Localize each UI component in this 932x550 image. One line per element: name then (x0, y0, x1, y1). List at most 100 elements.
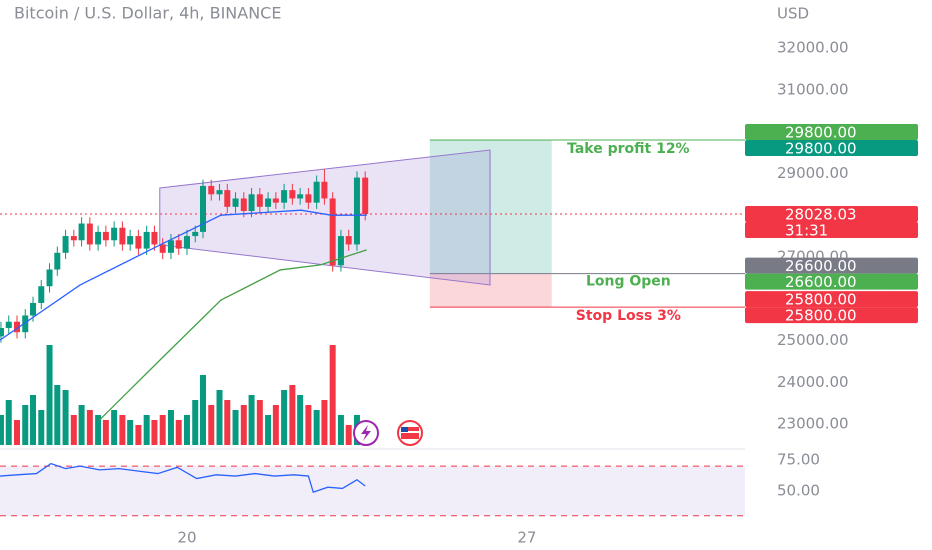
price-tag-label: 26600.00 (785, 273, 857, 291)
indicator-icons[interactable] (353, 420, 423, 446)
candle-body (5, 321, 12, 329)
candle-body (22, 315, 29, 333)
candle-body (86, 223, 93, 245)
volume-bar (151, 420, 158, 445)
icon (361, 425, 371, 441)
volume-bar (281, 390, 288, 445)
candle-body (151, 231, 158, 245)
candle-body (38, 286, 45, 303)
candle-body (321, 181, 328, 199)
wedge-pattern (159, 149, 491, 286)
candle-body (362, 177, 369, 215)
candle-body (353, 177, 360, 245)
candle-body (0, 328, 4, 337)
price-tag (745, 206, 918, 223)
volume-bar (305, 405, 312, 445)
moving-average (0, 209, 367, 341)
candle-body (337, 236, 344, 266)
volume-bar (345, 425, 352, 445)
rsi-tick-label: 50.00 (777, 481, 820, 499)
y-tick-label: 24000.00 (777, 373, 849, 391)
currency-label: USD (777, 5, 809, 23)
rsi-tick-label: 75.00 (777, 450, 820, 468)
volume-bar (208, 405, 215, 445)
volume-bar (200, 375, 207, 445)
price-tag-label: 26600.00 (785, 257, 857, 275)
candle-body (175, 240, 182, 249)
price-tag-label: 25800.00 (785, 307, 857, 325)
candle-body (192, 231, 199, 237)
candle-body (30, 302, 37, 316)
candle-body (200, 185, 207, 232)
stop-loss-zone (429, 273, 552, 308)
price-tag-label: 29800.00 (785, 123, 857, 141)
volume-bar (321, 400, 328, 445)
volume-bar (183, 415, 190, 445)
candle-body (265, 198, 272, 207)
volume-bar (0, 415, 4, 445)
price-tag (745, 273, 918, 290)
volume-bar (256, 400, 263, 445)
volume-bar (111, 410, 118, 445)
candle-body (127, 236, 134, 245)
volume-bar (143, 415, 150, 445)
entry-label: Long Open (586, 274, 671, 290)
volume-bar (192, 400, 199, 445)
volume-bar (102, 420, 109, 445)
volume-bar (159, 415, 166, 445)
candle-body (216, 190, 223, 195)
take-profit-zone (429, 139, 552, 274)
volume-bar (127, 420, 134, 445)
volume-bar (135, 425, 142, 445)
rsi-band (0, 466, 745, 516)
candle-body (119, 227, 126, 245)
volume-bar (167, 410, 174, 445)
price-tag (745, 291, 918, 308)
volume-bar (313, 410, 320, 445)
candle-body (224, 190, 231, 207)
volume-bar (248, 395, 255, 445)
candle-body (13, 321, 20, 333)
icon (401, 431, 419, 433)
candle-body (102, 231, 109, 241)
candle-body (256, 194, 263, 207)
stop-loss-label: Stop Loss 3% (576, 308, 681, 324)
candle-body (248, 194, 255, 212)
price-tag (745, 123, 918, 140)
price-tag (745, 257, 918, 274)
volume-bar (54, 385, 61, 445)
volume-bar (86, 410, 93, 445)
countdown-tag (745, 222, 918, 239)
candle-body (78, 223, 85, 241)
volume-bar (216, 390, 223, 445)
price-tag-label: 25800.00 (785, 291, 857, 309)
y-tick-label: 31000.00 (777, 80, 849, 98)
price-tag-label: 29800.00 (785, 139, 857, 157)
candle-body (62, 236, 69, 253)
volume-bar (329, 345, 336, 445)
price-tag (745, 139, 918, 156)
y-tick-label: 29000.00 (777, 164, 849, 182)
volume-bar (119, 415, 126, 445)
volume-bar (78, 405, 85, 445)
candle-body (289, 190, 296, 199)
take-profit-label: Take profit 12% (567, 141, 690, 157)
volume-bar (240, 405, 247, 445)
candle-body (95, 231, 102, 245)
volume-bar (62, 390, 69, 445)
candle-body (135, 236, 142, 249)
y-tick-label: 32000.00 (777, 39, 849, 57)
candle-body (167, 240, 174, 253)
price-tag (745, 307, 918, 324)
rsi-line (0, 462, 366, 494)
candle-body (70, 236, 77, 241)
chart-title: Bitcoin / U.S. Dollar, 4h, BINANCE (14, 4, 281, 23)
candle-body (345, 236, 352, 245)
y-tick-label: 25000.00 (777, 331, 849, 349)
volume-bar (224, 400, 231, 445)
price-tag-label: 28028.03 (785, 206, 857, 224)
candle-body (54, 252, 61, 270)
volume-bar (95, 415, 102, 445)
candle-body (313, 181, 320, 203)
